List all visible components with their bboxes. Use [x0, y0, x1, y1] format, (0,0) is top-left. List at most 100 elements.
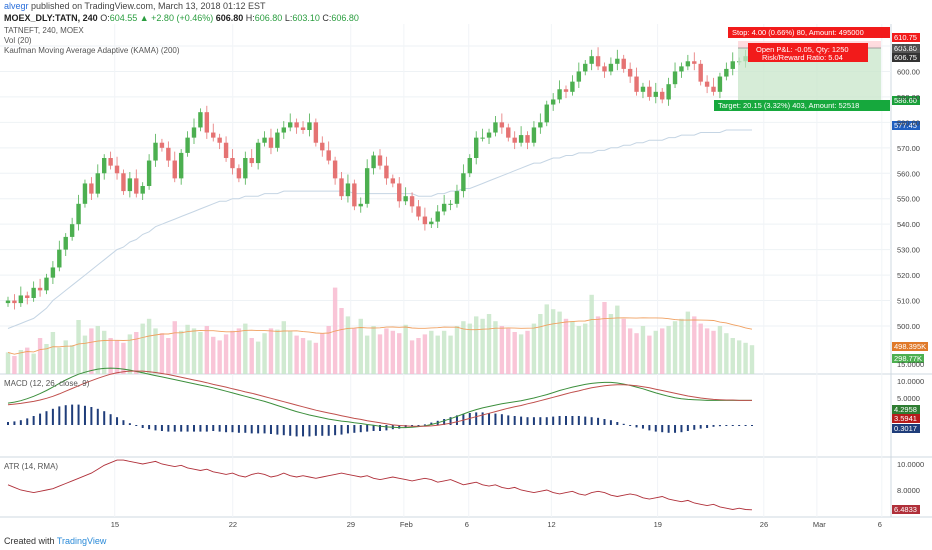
high-label: H: [245, 13, 255, 23]
macd-histogram-bar [398, 425, 401, 429]
volume-bar [467, 323, 472, 374]
volume-bar [647, 335, 652, 374]
macd-histogram-bar [122, 420, 125, 425]
candle-body [627, 68, 633, 77]
macd-histogram-bar [686, 425, 689, 431]
volume-bar [146, 318, 152, 374]
candle-body [685, 61, 691, 67]
tradingview-logo[interactable]: TradingView [56, 536, 107, 546]
candle-body [416, 206, 421, 217]
volume-bar [326, 326, 331, 374]
volume-bar [409, 340, 415, 374]
signal-line [7, 370, 752, 427]
candle-body [134, 178, 139, 194]
macd-histogram-bar [199, 425, 202, 432]
volume-bar [358, 318, 363, 374]
macd-histogram-bar [289, 425, 292, 436]
macd-pane [7, 367, 753, 437]
candle-body [377, 155, 383, 166]
volume-bar [50, 332, 56, 374]
candles[interactable] [5, 44, 755, 310]
volume-bar [441, 330, 447, 374]
candle-body [422, 216, 428, 225]
candle-body [172, 160, 177, 179]
candle-body [364, 168, 370, 204]
volume-bar [268, 328, 274, 374]
candle-body [352, 183, 357, 207]
volume-bar [255, 341, 261, 374]
volume-bar [493, 321, 498, 374]
volume-bar [736, 340, 742, 374]
volume-bar [550, 309, 556, 374]
candle-body [76, 203, 81, 225]
candle-body [50, 267, 56, 278]
symbol-label: MOEX_DLY:TATN, 240 [4, 13, 98, 23]
volume-bar [627, 328, 633, 374]
candle-body [384, 165, 389, 179]
candle-body [512, 137, 517, 143]
volume-bar [114, 340, 120, 374]
macd-histogram-bar [103, 411, 106, 425]
candle-body [371, 155, 376, 169]
volume-bar [499, 326, 505, 374]
price-tick-label: 590.00 [897, 93, 920, 102]
candle-body [127, 178, 133, 192]
volume-bar [223, 334, 229, 374]
volume-bar [704, 328, 710, 374]
open-label: O: [100, 13, 110, 23]
target-price-tag-box [892, 96, 920, 105]
volume-bar [454, 326, 460, 374]
volume-bar [512, 332, 517, 374]
macd-histogram-bar [603, 419, 606, 425]
time-tick-label: Mar [813, 520, 826, 529]
volume-bar [262, 333, 267, 374]
candle-body [146, 160, 152, 186]
target-label-box [714, 100, 890, 111]
volume-bar [570, 321, 575, 374]
volume-bar [121, 342, 126, 374]
macd-tick-label: 15.0000 [897, 360, 924, 369]
macd-histogram-bar [609, 420, 612, 425]
volume-bar [102, 330, 107, 374]
candle-body [198, 112, 203, 128]
volume-bar [557, 311, 562, 374]
close-value: 606.80 [331, 13, 359, 23]
candle-body [525, 135, 530, 143]
volume-bar [531, 323, 537, 374]
volume-bar [371, 326, 376, 374]
macd-histogram-bar [302, 425, 305, 437]
volume-bar [730, 338, 735, 374]
volume-bar [602, 302, 607, 374]
macd-histogram-bar [693, 425, 696, 430]
macd-histogram-bar [314, 425, 317, 436]
volume-bar [82, 335, 88, 374]
macd-histogram-bar [455, 415, 458, 425]
candle-body [544, 104, 549, 123]
candle-body [18, 295, 24, 304]
macd-histogram-bar [731, 425, 734, 426]
candle-body [275, 132, 280, 148]
volume-bar [749, 345, 755, 374]
candle-body [281, 127, 286, 133]
macd-histogram-bar [250, 425, 253, 434]
candle-body [268, 137, 274, 148]
macd-histogram-bar [327, 425, 330, 436]
author-link[interactable]: alvegr [4, 1, 29, 11]
macd-histogram-bar [205, 425, 208, 432]
volume-bar [198, 332, 203, 374]
candle-body [211, 132, 216, 138]
candle-body [178, 152, 184, 179]
ticker-line: MOEX_DLY:TATN, 240 O:604.55 ▲ +2.80 (+0.… [4, 12, 359, 24]
macd-histogram-bar [706, 425, 709, 428]
vol-ma-tag-box [892, 342, 928, 351]
macd-histogram-bar [481, 412, 484, 425]
macd-histogram-bar [500, 414, 503, 425]
candle-body [640, 86, 646, 92]
volume-bar [461, 321, 466, 374]
candle-body [615, 58, 620, 64]
candle-body [313, 122, 319, 143]
volume-bar [589, 294, 594, 374]
stop-label: Stop: 4.00 (0.66%) 80, Amount: 495000 [732, 28, 864, 37]
candle-body [63, 236, 68, 250]
